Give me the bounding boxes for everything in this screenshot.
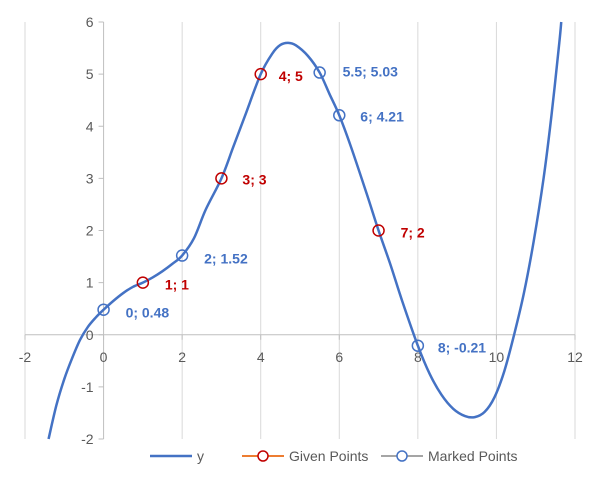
y-tick-label: 2 xyxy=(86,223,94,239)
y-tick-label: 1 xyxy=(86,275,94,291)
marked-point-label: 2; 1.52 xyxy=(204,251,248,267)
marked-point-marker xyxy=(313,66,326,79)
given-point-label: 3; 3 xyxy=(242,171,266,187)
marked-point-label: 0; 0.48 xyxy=(126,305,170,321)
y-tick-label: 6 xyxy=(86,14,94,30)
marked-point-label: 6; 4.21 xyxy=(360,108,404,124)
series-y-line xyxy=(47,21,563,440)
x-tick-label: 4 xyxy=(257,349,265,365)
given-point-label: 4; 5 xyxy=(279,68,303,84)
legend: y Given Points Marked Points xyxy=(150,448,517,464)
data-labels: 1; 1 3; 3 4; 5 7; 2 0; 0.48 2; 1.52 5.5; 5.03 6… xyxy=(126,64,487,356)
legend-label: y xyxy=(197,448,204,464)
given-point-marker xyxy=(254,67,267,81)
gridlines xyxy=(24,22,576,439)
y-tick-label: 0 xyxy=(86,327,94,343)
legend-swatch-marker xyxy=(257,450,269,462)
marked-point-label: 5.5; 5.03 xyxy=(343,64,398,80)
x-tick-label: 12 xyxy=(567,349,583,365)
x-tick-label: 10 xyxy=(489,349,505,365)
given-point-label: 7; 2 xyxy=(401,225,425,241)
x-tick-label: -2 xyxy=(19,349,32,365)
marked-point-marker xyxy=(97,303,110,316)
y-tick-label: 3 xyxy=(86,170,94,186)
legend-swatch-marker xyxy=(396,450,408,462)
series-layer xyxy=(47,21,563,440)
marked-point-label: 8; -0.21 xyxy=(438,340,486,356)
legend-label: Given Points xyxy=(289,448,368,464)
axes xyxy=(24,21,576,440)
y-tick-label: 5 xyxy=(86,66,94,82)
marked-point-marker xyxy=(175,249,189,262)
y-tick-label: -2 xyxy=(81,431,94,447)
given-point-marker xyxy=(215,172,228,185)
x-tick-label: 0 xyxy=(100,349,108,365)
y-tick-label: -1 xyxy=(81,379,94,395)
given-point-label: 1; 1 xyxy=(165,277,189,293)
x-tick-label: 6 xyxy=(335,349,343,365)
x-tick-label: 2 xyxy=(178,349,186,365)
y-tick-label: 4 xyxy=(86,118,94,134)
given-point-marker xyxy=(136,276,150,289)
marked-point-marker xyxy=(411,339,425,352)
marked-point-marker xyxy=(333,109,346,122)
given-point-marker xyxy=(372,224,385,237)
x-tick-label: 8 xyxy=(414,349,422,365)
legend-label: Marked Points xyxy=(428,448,517,464)
